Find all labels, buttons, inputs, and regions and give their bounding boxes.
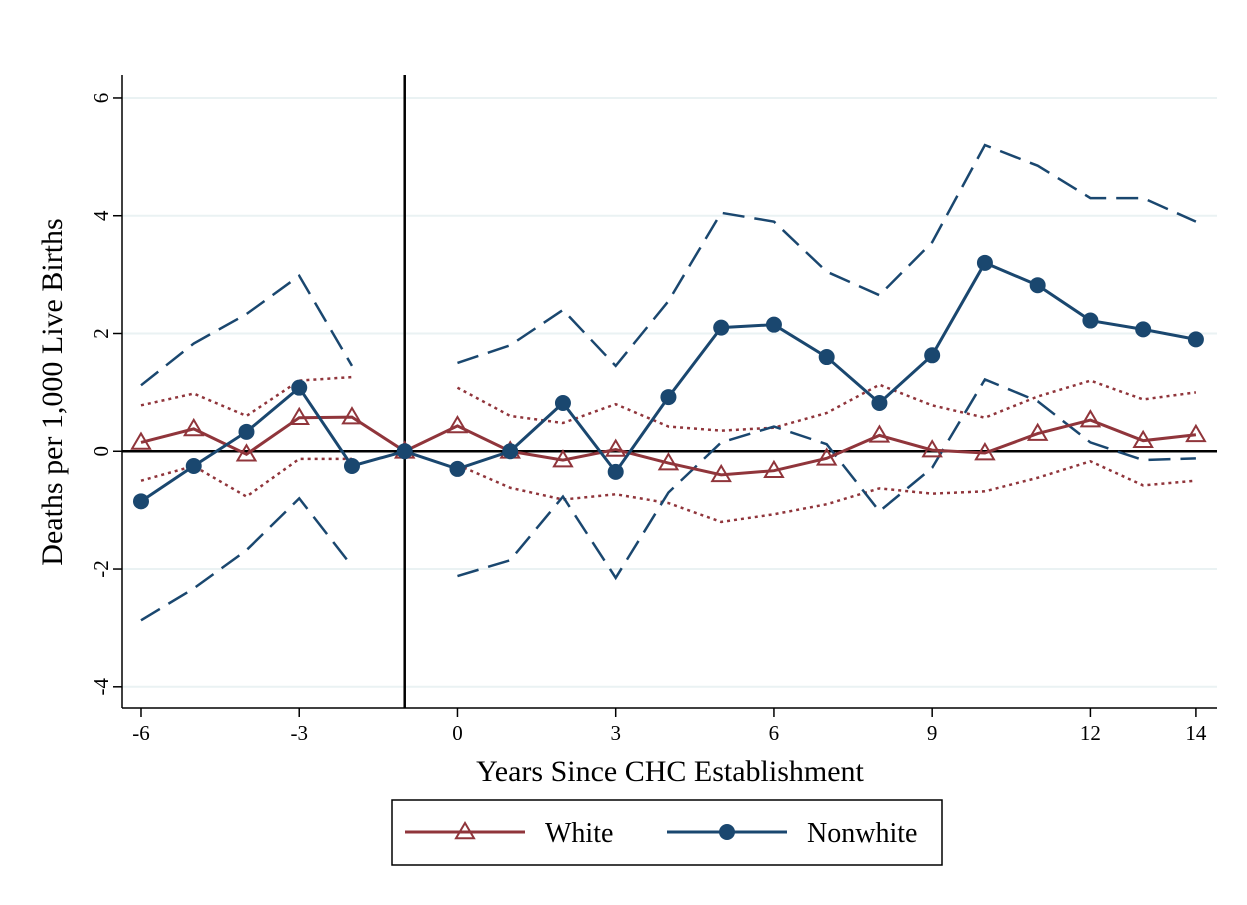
x-tick-label: 12 xyxy=(1080,721,1101,745)
marker xyxy=(607,463,624,480)
line xyxy=(140,377,1196,622)
marker xyxy=(974,442,996,461)
marker xyxy=(185,457,202,474)
line xyxy=(140,143,1197,387)
y-tick-label: 6 xyxy=(89,93,113,104)
legend-marker xyxy=(454,821,476,840)
legend-marker xyxy=(719,824,735,840)
legend-label: White xyxy=(545,818,613,849)
line xyxy=(140,375,1197,432)
x-tick-label: -3 xyxy=(290,721,308,745)
marker xyxy=(554,394,571,411)
y-tick-label: 2 xyxy=(89,328,113,339)
marker xyxy=(921,439,943,458)
marker xyxy=(976,254,993,271)
marker xyxy=(238,423,255,440)
marker xyxy=(1185,423,1207,443)
legend-item: Nonwhite xyxy=(667,818,917,849)
marker xyxy=(552,449,574,468)
marker xyxy=(291,379,308,396)
marker xyxy=(1135,321,1152,338)
x-tick-label: 0 xyxy=(452,721,463,745)
marker xyxy=(660,389,677,406)
marker xyxy=(868,424,891,443)
x-tick-label: 6 xyxy=(769,721,780,745)
marker xyxy=(235,443,258,462)
x-tick-label: 3 xyxy=(610,721,621,745)
marker xyxy=(924,347,941,364)
marker xyxy=(1026,422,1049,441)
marker xyxy=(713,319,730,336)
y-tick-label: -4 xyxy=(89,678,113,696)
marker xyxy=(502,443,519,460)
line xyxy=(140,457,1197,524)
y-axis-label: Deaths per 1,000 Live Births xyxy=(36,218,69,565)
marker xyxy=(1132,429,1154,448)
marker xyxy=(818,349,835,366)
legend-label: Nonwhite xyxy=(807,818,917,849)
marker xyxy=(604,438,627,457)
marker xyxy=(130,431,152,450)
marker xyxy=(763,459,785,478)
marker xyxy=(1187,331,1204,348)
marker xyxy=(449,460,466,477)
marker xyxy=(1029,277,1046,294)
legend-item: White xyxy=(405,818,613,849)
marker xyxy=(341,406,363,425)
marker xyxy=(657,452,680,471)
marker xyxy=(343,457,360,474)
x-tick-label: 14 xyxy=(1185,721,1207,745)
marker xyxy=(815,447,838,466)
marker xyxy=(1079,409,1102,428)
y-tick-label: 0 xyxy=(89,446,113,457)
x-tick-label: 9 xyxy=(927,721,938,745)
x-tick-label: -6 xyxy=(132,721,150,745)
marker xyxy=(765,316,782,333)
y-tick-label: 4 xyxy=(89,210,113,221)
y-tick-label: -2 xyxy=(89,560,113,578)
marker xyxy=(710,463,732,483)
marker xyxy=(288,406,310,426)
marker xyxy=(396,443,413,460)
marker xyxy=(446,414,469,434)
line xyxy=(140,415,1197,477)
marker xyxy=(132,493,149,510)
marker xyxy=(1082,312,1099,329)
x-axis-label: Years Since CHC Establishment xyxy=(476,755,864,788)
marker xyxy=(871,394,888,411)
marker xyxy=(182,417,205,437)
